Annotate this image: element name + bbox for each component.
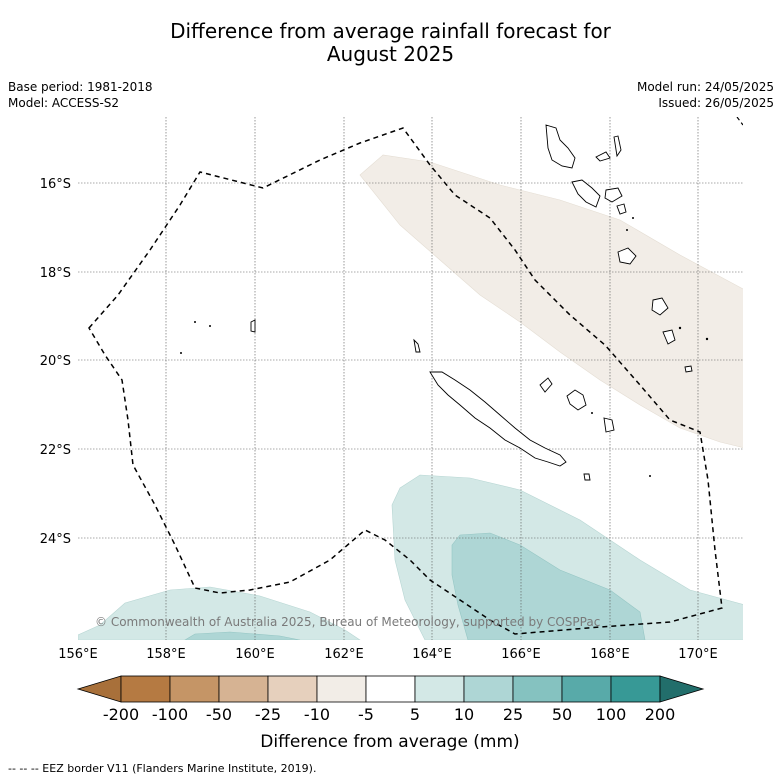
cbar-tick-2: -100 <box>152 705 188 724</box>
meta-right: Model run: 24/05/2025 Issued: 26/05/2025 <box>637 79 774 111</box>
vanuatu-island-1 <box>545 124 576 169</box>
cbar-tick-6: -5 <box>358 705 374 724</box>
cbar-tick-4: -25 <box>255 705 281 724</box>
lat-tick-20S: 20°S <box>40 354 71 369</box>
colorbar-bin-9 <box>512 675 563 703</box>
small-island-b <box>583 473 591 481</box>
colorbar-bin-5 <box>316 675 367 703</box>
map-area: © Commonwealth of Australia 2025, Bureau… <box>78 117 743 640</box>
cbar-tick-1: -200 <box>103 705 139 724</box>
cbar-tick-9: 25 <box>503 705 523 724</box>
vanuatu-island-7 <box>617 247 637 265</box>
colorbar-bin-6 <box>365 675 416 703</box>
model-name: Model: ACCESS-S2 <box>8 96 120 110</box>
title-line-1: Difference from average rainfall forecas… <box>170 19 611 43</box>
new-caledonia-island <box>429 371 567 467</box>
gridlines <box>78 117 743 640</box>
colorbar-extend-right <box>659 675 705 703</box>
isolated-reef-1 <box>250 319 256 333</box>
wet-anomaly-southwest <box>78 586 361 640</box>
lon-tick-160E: 160°E <box>235 647 275 662</box>
colorbar-bin-4 <box>267 675 318 703</box>
vanuatu-island-4 <box>571 179 601 208</box>
lat-tick-24S: 24°S <box>40 532 71 547</box>
wet-anomaly-core <box>451 532 646 640</box>
cbar-tick-11: 100 <box>596 705 627 724</box>
loyalty-island-2 <box>566 389 587 411</box>
vanuatu-island-9 <box>662 329 676 345</box>
vanuatu-island-2 <box>595 151 611 162</box>
colorbar-bin-11 <box>610 675 661 703</box>
cbar-tick-5: -10 <box>304 705 330 724</box>
vanuatu-island-3 <box>613 135 622 158</box>
meta-left: Base period: 1981-2018 Model: ACCESS-S2 <box>8 79 153 111</box>
eez-corner-fragment <box>736 117 743 126</box>
vanuatu-island-10 <box>684 365 693 373</box>
eez-source-note: -- -- -- EEZ border V11 (Flanders Marine… <box>8 762 317 775</box>
title-line-2: August 2025 <box>326 42 455 66</box>
copyright-notice: © Commonwealth of Australia 2025, Bureau… <box>95 615 600 629</box>
vanuatu-island-8 <box>651 297 669 316</box>
cbar-tick-8: 10 <box>454 705 474 724</box>
colorbar-extend-left <box>76 675 122 703</box>
colorbar-bin-1 <box>120 675 171 703</box>
cbar-tick-10: 50 <box>552 705 572 724</box>
colorbar <box>76 675 705 703</box>
colorbar-ticks: -200 -100 -50 -25 -10 -5 5 10 25 50 100 … <box>103 705 675 724</box>
lon-tick-158E: 158°E <box>146 647 186 662</box>
cbar-tick-7: 5 <box>410 705 420 724</box>
vanuatu-island-5 <box>604 187 623 203</box>
colorbar-bin-7 <box>414 675 465 703</box>
small-island-a <box>413 338 421 353</box>
loyalty-island-3 <box>603 417 615 433</box>
lon-tick-166E: 166°E <box>501 647 541 662</box>
vanuatu-island-6 <box>616 203 627 215</box>
lat-tick-16S: 16°S <box>40 177 71 192</box>
colorbar-bin-8 <box>463 675 514 703</box>
colorbar-bin-2 <box>169 675 220 703</box>
tiny-islets <box>180 217 709 477</box>
lon-tick-164E: 164°E <box>412 647 452 662</box>
lon-tick-labels: 156°E 158°E 160°E 162°E 164°E 166°E 168°… <box>58 647 718 662</box>
issued-date: Issued: 26/05/2025 <box>658 96 774 110</box>
dry-anomaly-region <box>359 154 743 448</box>
lon-tick-162E: 162°E <box>324 647 364 662</box>
lat-tick-18S: 18°S <box>40 266 71 281</box>
colorbar-label: Difference from average (mm) <box>260 732 519 752</box>
eez-border <box>88 127 723 635</box>
lat-tick-labels: 16°S 18°S 20°S 22°S 24°S <box>40 177 71 547</box>
lon-tick-156E: 156°E <box>58 647 98 662</box>
islands <box>250 124 693 481</box>
lon-tick-168E: 168°E <box>590 647 630 662</box>
model-run: Model run: 24/05/2025 <box>636 80 774 94</box>
cbar-tick-3: -50 <box>206 705 232 724</box>
loyalty-island-1 <box>539 377 553 393</box>
map-title: Difference from average rainfall forecas… <box>0 20 781 66</box>
colorbar-bin-10 <box>561 675 612 703</box>
base-period: Base period: 1981-2018 <box>8 80 153 94</box>
cbar-tick-12: 200 <box>645 705 676 724</box>
lat-tick-22S: 22°S <box>40 443 71 458</box>
colorbar-bin-3 <box>218 675 269 703</box>
lon-tick-170E: 170°E <box>678 647 718 662</box>
